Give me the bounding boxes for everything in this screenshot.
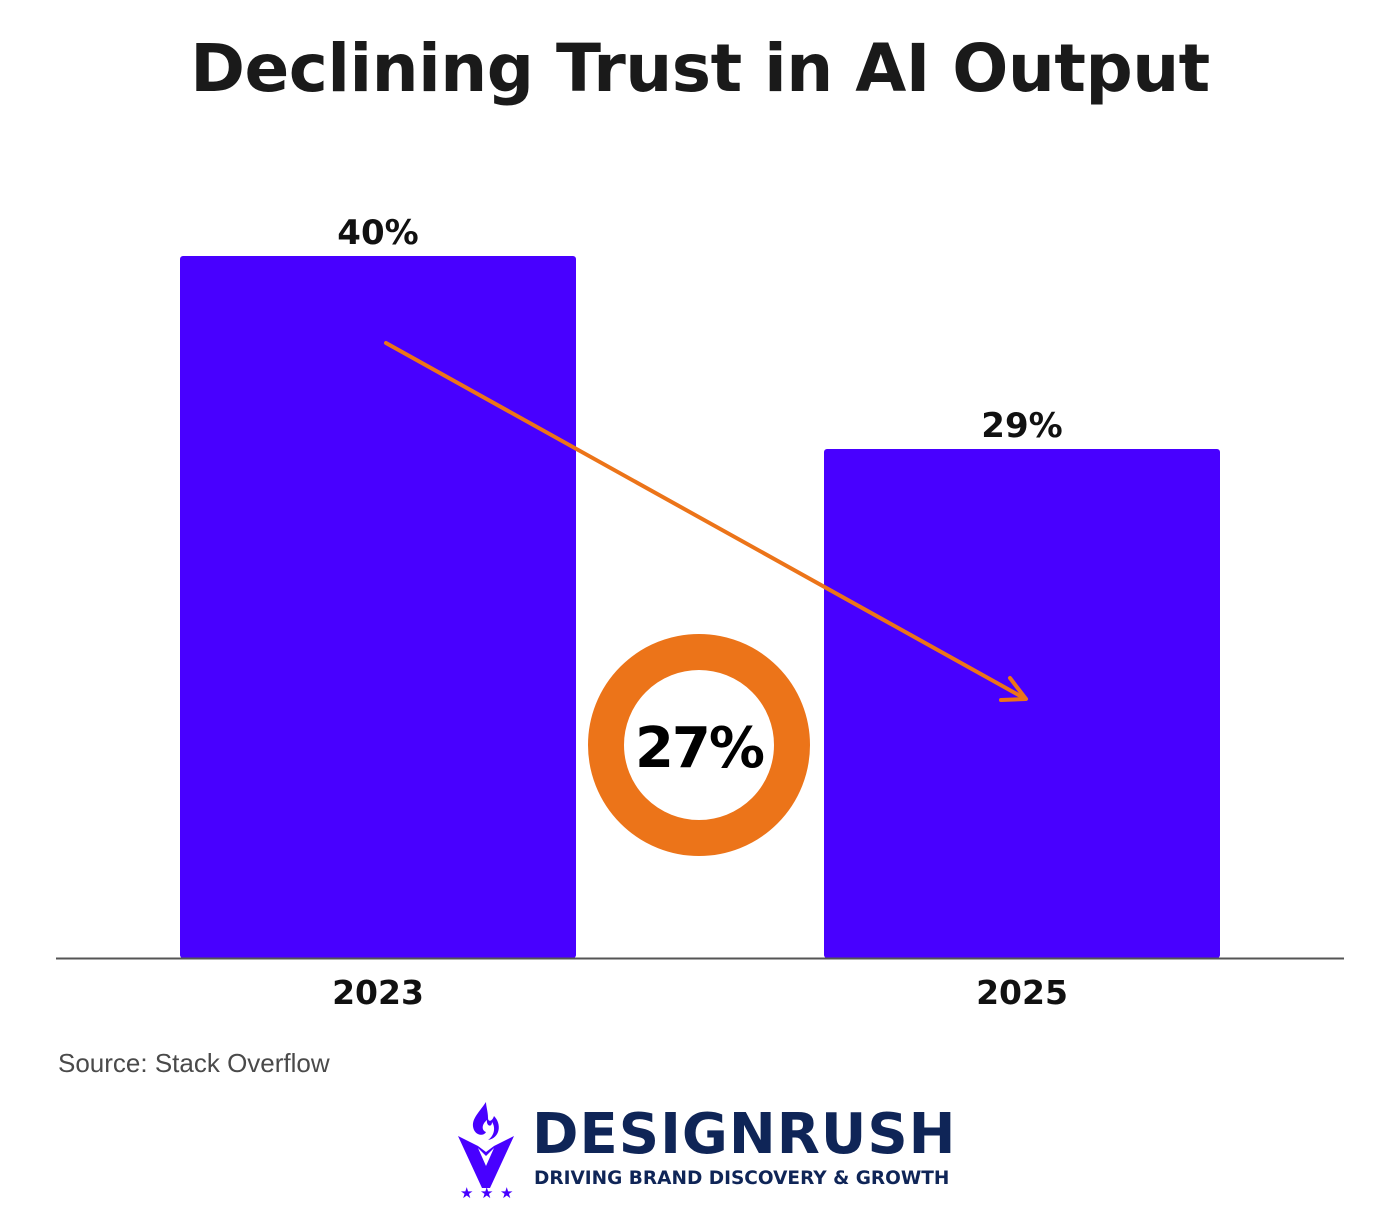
x-tick-label-2023: 2023 — [332, 973, 424, 1012]
arrow-head-icon — [999, 676, 1028, 702]
donut-badge — [588, 634, 810, 856]
chart-title: Declining Trust in AI Output — [190, 30, 1210, 107]
value-label-2025: 29% — [981, 406, 1062, 446]
svg-text:★: ★ — [480, 1185, 493, 1200]
donut-badge-label: 27% — [635, 716, 764, 781]
bar-2023 — [180, 256, 576, 958]
source-note: Source: Stack Overflow — [58, 1048, 330, 1078]
x-tick-label-2025: 2025 — [976, 973, 1068, 1012]
designrush-logo: ★ ★ ★ DESIGNRUSH DRIVING BRAND DISCOVERY… — [456, 1096, 956, 1206]
brand-name: DESIGNRUSH — [532, 1102, 957, 1167]
value-label-2023: 40% — [337, 213, 418, 253]
bar-2025 — [824, 449, 1220, 958]
brand-tagline: DRIVING BRAND DISCOVERY & GROWTH — [534, 1168, 950, 1189]
svg-text:★: ★ — [460, 1185, 473, 1200]
svg-text:★: ★ — [500, 1185, 513, 1200]
trend-arrow — [384, 341, 1026, 700]
designrush-torch-icon: ★ ★ ★ — [458, 1102, 514, 1200]
